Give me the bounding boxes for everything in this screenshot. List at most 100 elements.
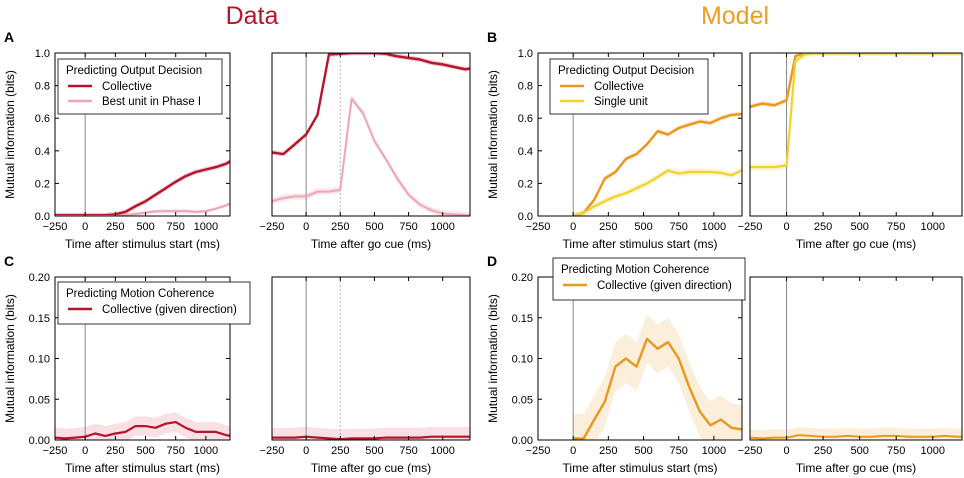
subplot-a-stimulus: −250 0 250 500 750 1000 0.0 0.2 0.4 0.6 0.8 1.0 Time… [3, 48, 231, 251]
x-tick-label: 0 [570, 445, 576, 457]
legend-box [57, 281, 251, 325]
series-line-0 [55, 160, 230, 216]
x-axis-label: Time after stimulus start (ms) [563, 237, 718, 251]
legend: Predicting Motion Coherence Collective (g… [552, 257, 746, 301]
y-tick-label: 1.0 [518, 48, 533, 60]
x-tick-label: 1000 [921, 445, 945, 457]
y-axis-label: Mutual information (bits) [486, 294, 500, 423]
y-tick-label: 1.0 [35, 48, 50, 60]
y-tick-label: 0.2 [35, 178, 50, 190]
x-tick-label: 1000 [430, 445, 454, 457]
y-tick-label: 0.0 [35, 211, 50, 223]
legend: Predicting Output Decision Collective Best… [57, 58, 223, 115]
x-tick-label: 0 [570, 221, 576, 233]
y-tick-label: 0.15 [512, 313, 533, 325]
legend-entry: Collective (given direction) [597, 280, 732, 292]
x-tick-label: 250 [106, 445, 124, 457]
legend-entry: Collective [102, 81, 152, 93]
x-tick-label: 250 [599, 445, 617, 457]
x-tick-label: 500 [634, 221, 652, 233]
x-tick-label: 250 [106, 221, 124, 233]
y-tick-label: 0.05 [29, 394, 50, 406]
x-tick-label: 750 [399, 445, 417, 457]
y-tick-label: 0.4 [518, 146, 533, 158]
x-tick-label: 250 [814, 445, 832, 457]
axes-frame [271, 52, 471, 217]
x-tick-label: 500 [634, 445, 652, 457]
y-axis-label: Mutual information (bits) [3, 70, 17, 199]
panel-letter-c: C [4, 253, 14, 269]
error-band-1 [272, 95, 470, 216]
column-title-model: Model [701, 2, 769, 30]
y-tick-label: 0.0 [518, 211, 533, 223]
x-tick-label: 500 [850, 221, 868, 233]
x-tick-label: 1000 [921, 221, 945, 233]
x-tick-label: 250 [331, 445, 349, 457]
column-title-data: Data [226, 2, 279, 30]
x-axis-label: Time after go cue (ms) [796, 237, 916, 251]
legend: Predicting Motion Coherence Collective (g… [57, 281, 251, 325]
x-tick-label: 250 [599, 221, 617, 233]
x-tick-label: 1000 [702, 445, 726, 457]
error-band-1 [55, 201, 230, 216]
x-tick-label: −250 [738, 221, 763, 233]
legend-title: Predicting Motion Coherence [561, 264, 709, 276]
axes-frame [749, 52, 963, 217]
legend-title: Predicting Motion Coherence [66, 288, 214, 300]
axes-frame [54, 52, 231, 217]
subplot-a-go: −250 0 250 500 750 1000 Time after go cue (ms) [260, 52, 471, 251]
series-line-0 [272, 53, 470, 156]
x-tick-label: 250 [814, 221, 832, 233]
x-tick-label: 750 [167, 221, 185, 233]
x-tick-label: 250 [331, 221, 349, 233]
subplot-d-go: −250 0 250 500 750 1000 Time after go cue (ms) [738, 276, 963, 475]
error-band-1 [750, 53, 962, 171]
series-line-0 [750, 53, 962, 108]
error-band-0 [55, 412, 230, 440]
y-axis-label: Mutual information (bits) [3, 294, 17, 423]
subplot-c-stimulus: −250 0 250 500 750 1000 0.00 0.05 0.10 0.15 0.20 Ti… [3, 272, 251, 475]
legend-entry: Single unit [594, 96, 649, 108]
error-band-0 [272, 53, 470, 157]
legend-title: Predicting Output Decision [66, 65, 202, 77]
y-tick-label: 0.05 [512, 394, 533, 406]
error-band-0 [750, 53, 962, 110]
legend-title: Predicting Output Decision [558, 65, 694, 77]
x-tick-label: −250 [43, 221, 68, 233]
x-tick-label: 0 [303, 445, 309, 457]
x-tick-label: 750 [167, 445, 185, 457]
x-tick-label: 1000 [194, 221, 218, 233]
x-tick-label: 500 [850, 445, 868, 457]
y-tick-label: 0.20 [512, 272, 533, 284]
y-tick-label: 0.00 [29, 435, 50, 447]
y-tick-label: 0.10 [512, 354, 533, 366]
x-tick-label: 1000 [702, 221, 726, 233]
x-tick-label: −250 [738, 445, 763, 457]
x-axis-label: Time after go cue (ms) [311, 237, 431, 251]
subplot-c-go: −250 0 250 500 750 1000 Time after go cue (ms) [260, 276, 471, 475]
y-tick-label: 0.00 [512, 435, 533, 447]
error-band-0 [573, 314, 742, 440]
legend: Predicting Output Decision Collective Sing… [549, 58, 709, 115]
x-tick-label: −250 [526, 221, 551, 233]
subplot-b-go: −250 0 250 500 750 1000 Time after go cue (ms) [738, 52, 963, 251]
x-tick-label: 1000 [194, 445, 218, 457]
x-tick-label: 750 [887, 221, 905, 233]
y-tick-label: 0.4 [35, 146, 50, 158]
x-tick-label: 500 [365, 445, 383, 457]
y-axis-label: Mutual information (bits) [486, 70, 500, 199]
x-tick-label: 500 [136, 445, 154, 457]
axes-frame [537, 52, 743, 217]
x-axis-label: Time after stimulus start (ms) [65, 237, 220, 251]
x-tick-label: −250 [43, 445, 68, 457]
y-tick-label: 0.8 [35, 81, 50, 93]
legend-entry: Collective [594, 81, 644, 93]
x-tick-label: −250 [260, 221, 285, 233]
x-tick-label: 0 [82, 445, 88, 457]
x-axis-label: Time after stimulus start (ms) [563, 461, 718, 475]
error-band-0 [55, 158, 230, 216]
y-tick-label: 0.6 [35, 113, 50, 125]
x-tick-label: 0 [82, 221, 88, 233]
legend-entry: Best unit in Phase I [102, 96, 201, 108]
